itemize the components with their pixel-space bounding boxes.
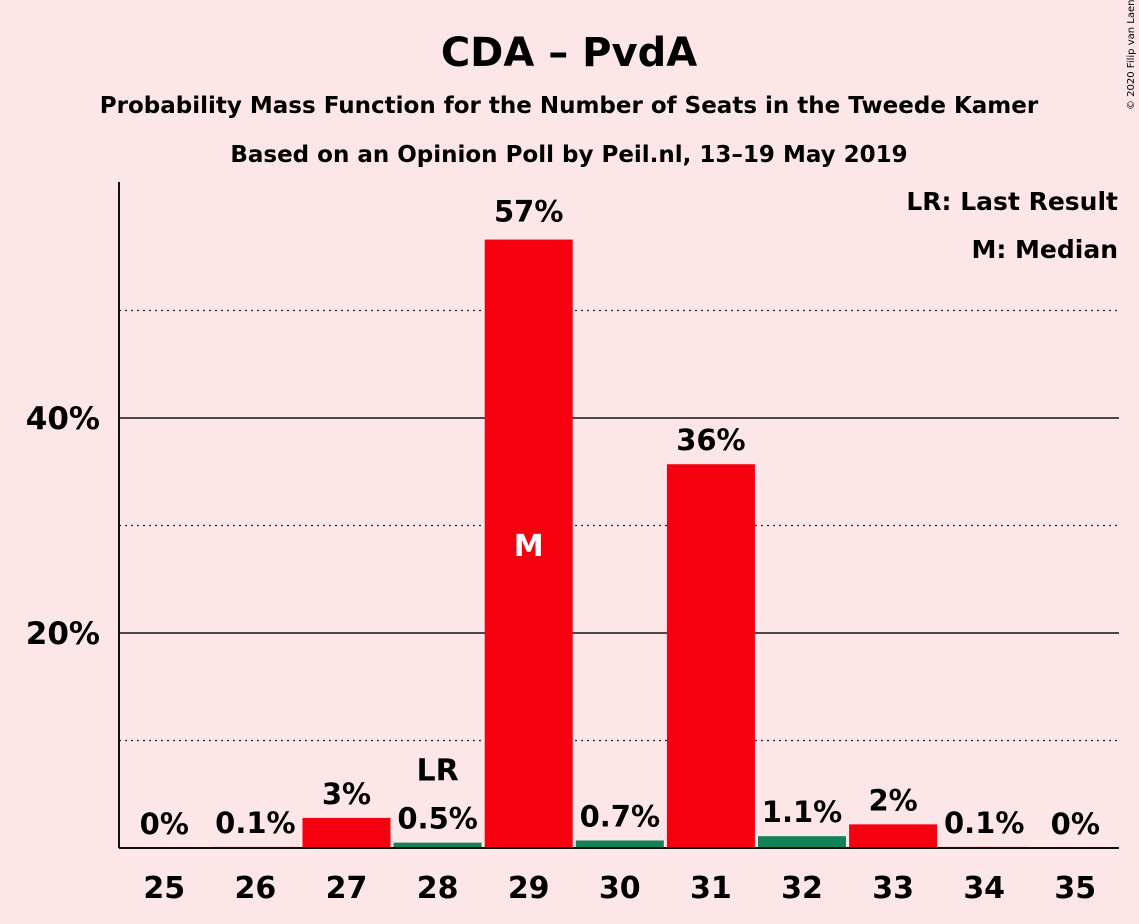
x-tick-label-28: 28 <box>417 871 459 906</box>
data-label-33: 2% <box>868 783 917 817</box>
data-label-34: 0.1% <box>944 806 1024 840</box>
bar-30 <box>575 840 664 848</box>
axes <box>118 182 1119 849</box>
bars <box>211 239 1029 849</box>
bar-33 <box>849 824 938 848</box>
last-result-marker: LR <box>416 754 458 789</box>
x-tick-label-34: 34 <box>963 871 1005 906</box>
bar-31 <box>666 464 755 848</box>
chart-subtitle-source: Based on an Opinion Poll by Peil.nl, 13–… <box>230 142 907 168</box>
legend-median: M: Median <box>971 235 1118 264</box>
bar-28 <box>393 842 482 848</box>
x-tick-label-25: 25 <box>143 871 185 906</box>
bar-29 <box>484 239 573 849</box>
x-tick-label-26: 26 <box>235 871 277 906</box>
data-label-26: 0.1% <box>215 806 295 840</box>
data-label-25: 0% <box>140 807 189 841</box>
x-tick-label-29: 29 <box>508 871 550 906</box>
copyright-note: © 2020 Filip van Laenen <box>1126 0 1137 110</box>
data-label-32: 1.1% <box>762 795 842 829</box>
data-label-27: 3% <box>322 777 371 811</box>
y-tick-label: 20% <box>26 616 100 652</box>
gridlines: 20% 40% <box>26 309 1119 742</box>
data-label-28: 0.5% <box>397 802 477 836</box>
x-tick-label-35: 35 <box>1054 871 1096 906</box>
median-marker: M <box>514 529 544 564</box>
x-tick-label-30: 30 <box>599 871 641 906</box>
chart-subtitle: Probability Mass Function for the Number… <box>100 93 1039 119</box>
bar-32 <box>758 836 846 848</box>
bar-27 <box>302 817 391 848</box>
x-tick-label-32: 32 <box>781 871 823 906</box>
data-label-35: 0% <box>1051 807 1100 841</box>
chart-title: CDA – PvdA <box>441 30 697 76</box>
data-label-29: 57% <box>494 195 563 229</box>
data-label-31: 36% <box>676 423 745 457</box>
x-tick-label-33: 33 <box>872 871 914 906</box>
x-tick-label-27: 27 <box>326 871 368 906</box>
y-tick-label: 40% <box>26 401 100 437</box>
x-tick-label-31: 31 <box>690 871 732 906</box>
data-labels: 0% 25 0.1% 26 3% 27 0.5% 28 LR 57% 29 M 0.7% 30 36% 31 1… <box>137 195 1103 906</box>
legend-last-result: LR: Last Result <box>906 187 1118 216</box>
data-label-30: 0.7% <box>580 799 660 833</box>
